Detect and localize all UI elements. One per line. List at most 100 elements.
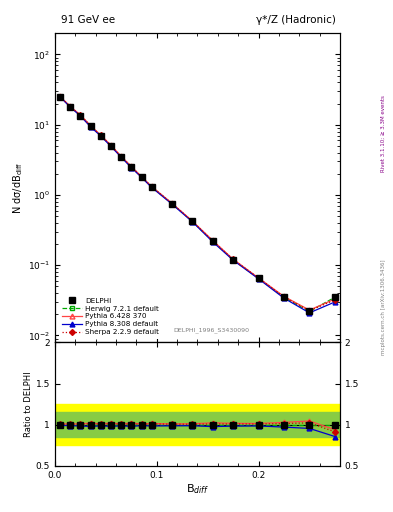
Herwig 7.2.1 default [210,238,215,244]
Pythia 6.428 370 [58,93,62,99]
Pythia 6.428 370 [78,112,83,118]
Y-axis label: N dσ/dB$_\mathrm{diff}$: N dσ/dB$_\mathrm{diff}$ [11,162,25,214]
Pythia 6.428 370 [210,238,215,244]
Herwig 7.2.1 default [119,154,123,160]
Line: Herwig 7.2.1 default: Herwig 7.2.1 default [58,94,337,314]
Text: DELPHI_1996_S3430090: DELPHI_1996_S3430090 [174,327,250,333]
Line: Sherpa 2.2.9 default: Sherpa 2.2.9 default [58,95,337,313]
DELPHI [78,113,83,119]
Pythia 6.428 370 [108,142,113,148]
DELPHI [307,308,312,314]
DELPHI [68,104,73,110]
Sherpa 2.2.9 default [129,164,134,170]
DELPHI [108,143,113,149]
DELPHI [256,275,261,282]
Sherpa 2.2.9 default [149,184,154,190]
Pythia 6.428 370 [129,163,134,169]
Sherpa 2.2.9 default [307,308,312,314]
Pythia 6.428 370 [170,200,174,206]
Pythia 8.308 default [108,143,113,150]
Herwig 7.2.1 default [139,174,144,180]
Bar [55,412,340,437]
Pythia 8.308 default [332,299,337,305]
Sherpa 2.2.9 default [119,154,123,160]
Sherpa 2.2.9 default [190,218,195,224]
Line: Pythia 6.428 370: Pythia 6.428 370 [58,94,337,312]
Sherpa 2.2.9 default [99,132,103,138]
Pythia 8.308 default [78,113,83,119]
DELPHI [139,174,144,180]
X-axis label: B$_{diff}$: B$_{diff}$ [186,482,209,496]
Pythia 6.428 370 [256,275,261,281]
Pythia 8.308 default [307,310,312,316]
Sherpa 2.2.9 default [231,257,235,263]
DELPHI [129,164,134,170]
Sherpa 2.2.9 default [170,201,174,207]
Herwig 7.2.1 default [149,184,154,190]
DELPHI [88,123,93,130]
Text: γ*/Z (Hadronic): γ*/Z (Hadronic) [256,14,336,25]
Text: mcplots.cern.ch [arXiv:1306.3436]: mcplots.cern.ch [arXiv:1306.3436] [381,260,386,355]
Line: Pythia 8.308 default: Pythia 8.308 default [58,95,337,315]
Pythia 6.428 370 [231,256,235,262]
Pythia 8.308 default [99,133,103,139]
DELPHI [210,238,215,244]
Sherpa 2.2.9 default [256,275,261,281]
Pythia 6.428 370 [282,293,286,300]
Herwig 7.2.1 default [282,294,286,301]
Sherpa 2.2.9 default [210,238,215,244]
Pythia 6.428 370 [307,307,312,313]
Pythia 6.428 370 [99,132,103,138]
Pythia 8.308 default [119,154,123,160]
Herwig 7.2.1 default [108,143,113,149]
Pythia 6.428 370 [68,103,73,110]
DELPHI [170,201,174,207]
Pythia 6.428 370 [139,174,144,180]
DELPHI [58,94,62,100]
Herwig 7.2.1 default [68,104,73,110]
Herwig 7.2.1 default [256,275,261,282]
Y-axis label: Ratio to DELPHI: Ratio to DELPHI [24,371,33,437]
DELPHI [149,184,154,190]
Pythia 8.308 default [149,184,154,190]
Pythia 8.308 default [210,239,215,245]
Bar [55,404,340,445]
Pythia 8.308 default [58,94,62,100]
Text: Rivet 3.1.10; ≥ 3.3M events: Rivet 3.1.10; ≥ 3.3M events [381,95,386,172]
Pythia 8.308 default [68,104,73,110]
Herwig 7.2.1 default [88,123,93,130]
Herwig 7.2.1 default [99,133,103,139]
Sherpa 2.2.9 default [332,297,337,303]
Pythia 8.308 default [88,124,93,130]
Pythia 6.428 370 [149,183,154,189]
Pythia 8.308 default [190,219,195,225]
Sherpa 2.2.9 default [78,112,83,118]
Pythia 8.308 default [170,201,174,207]
DELPHI [99,133,103,139]
DELPHI [119,154,123,160]
Herwig 7.2.1 default [231,257,235,263]
Sherpa 2.2.9 default [58,94,62,100]
Pythia 6.428 370 [88,122,93,129]
DELPHI [190,218,195,224]
DELPHI [332,294,337,301]
Line: DELPHI: DELPHI [57,94,338,314]
Pythia 8.308 default [282,295,286,301]
Pythia 8.308 default [129,164,134,170]
Pythia 8.308 default [256,276,261,282]
Sherpa 2.2.9 default [68,103,73,110]
Pythia 6.428 370 [332,296,337,302]
Sherpa 2.2.9 default [282,294,286,300]
Herwig 7.2.1 default [332,294,337,301]
Legend: DELPHI, Herwig 7.2.1 default, Pythia 6.428 370, Pythia 8.308 default, Sherpa 2.2: DELPHI, Herwig 7.2.1 default, Pythia 6.4… [59,294,163,339]
Herwig 7.2.1 default [170,201,174,207]
Sherpa 2.2.9 default [139,174,144,180]
DELPHI [231,257,235,263]
DELPHI [282,294,286,301]
Pythia 8.308 default [139,174,144,180]
Pythia 8.308 default [231,257,235,263]
Pythia 6.428 370 [190,218,195,224]
Herwig 7.2.1 default [129,164,134,170]
Sherpa 2.2.9 default [88,123,93,129]
Sherpa 2.2.9 default [108,142,113,148]
